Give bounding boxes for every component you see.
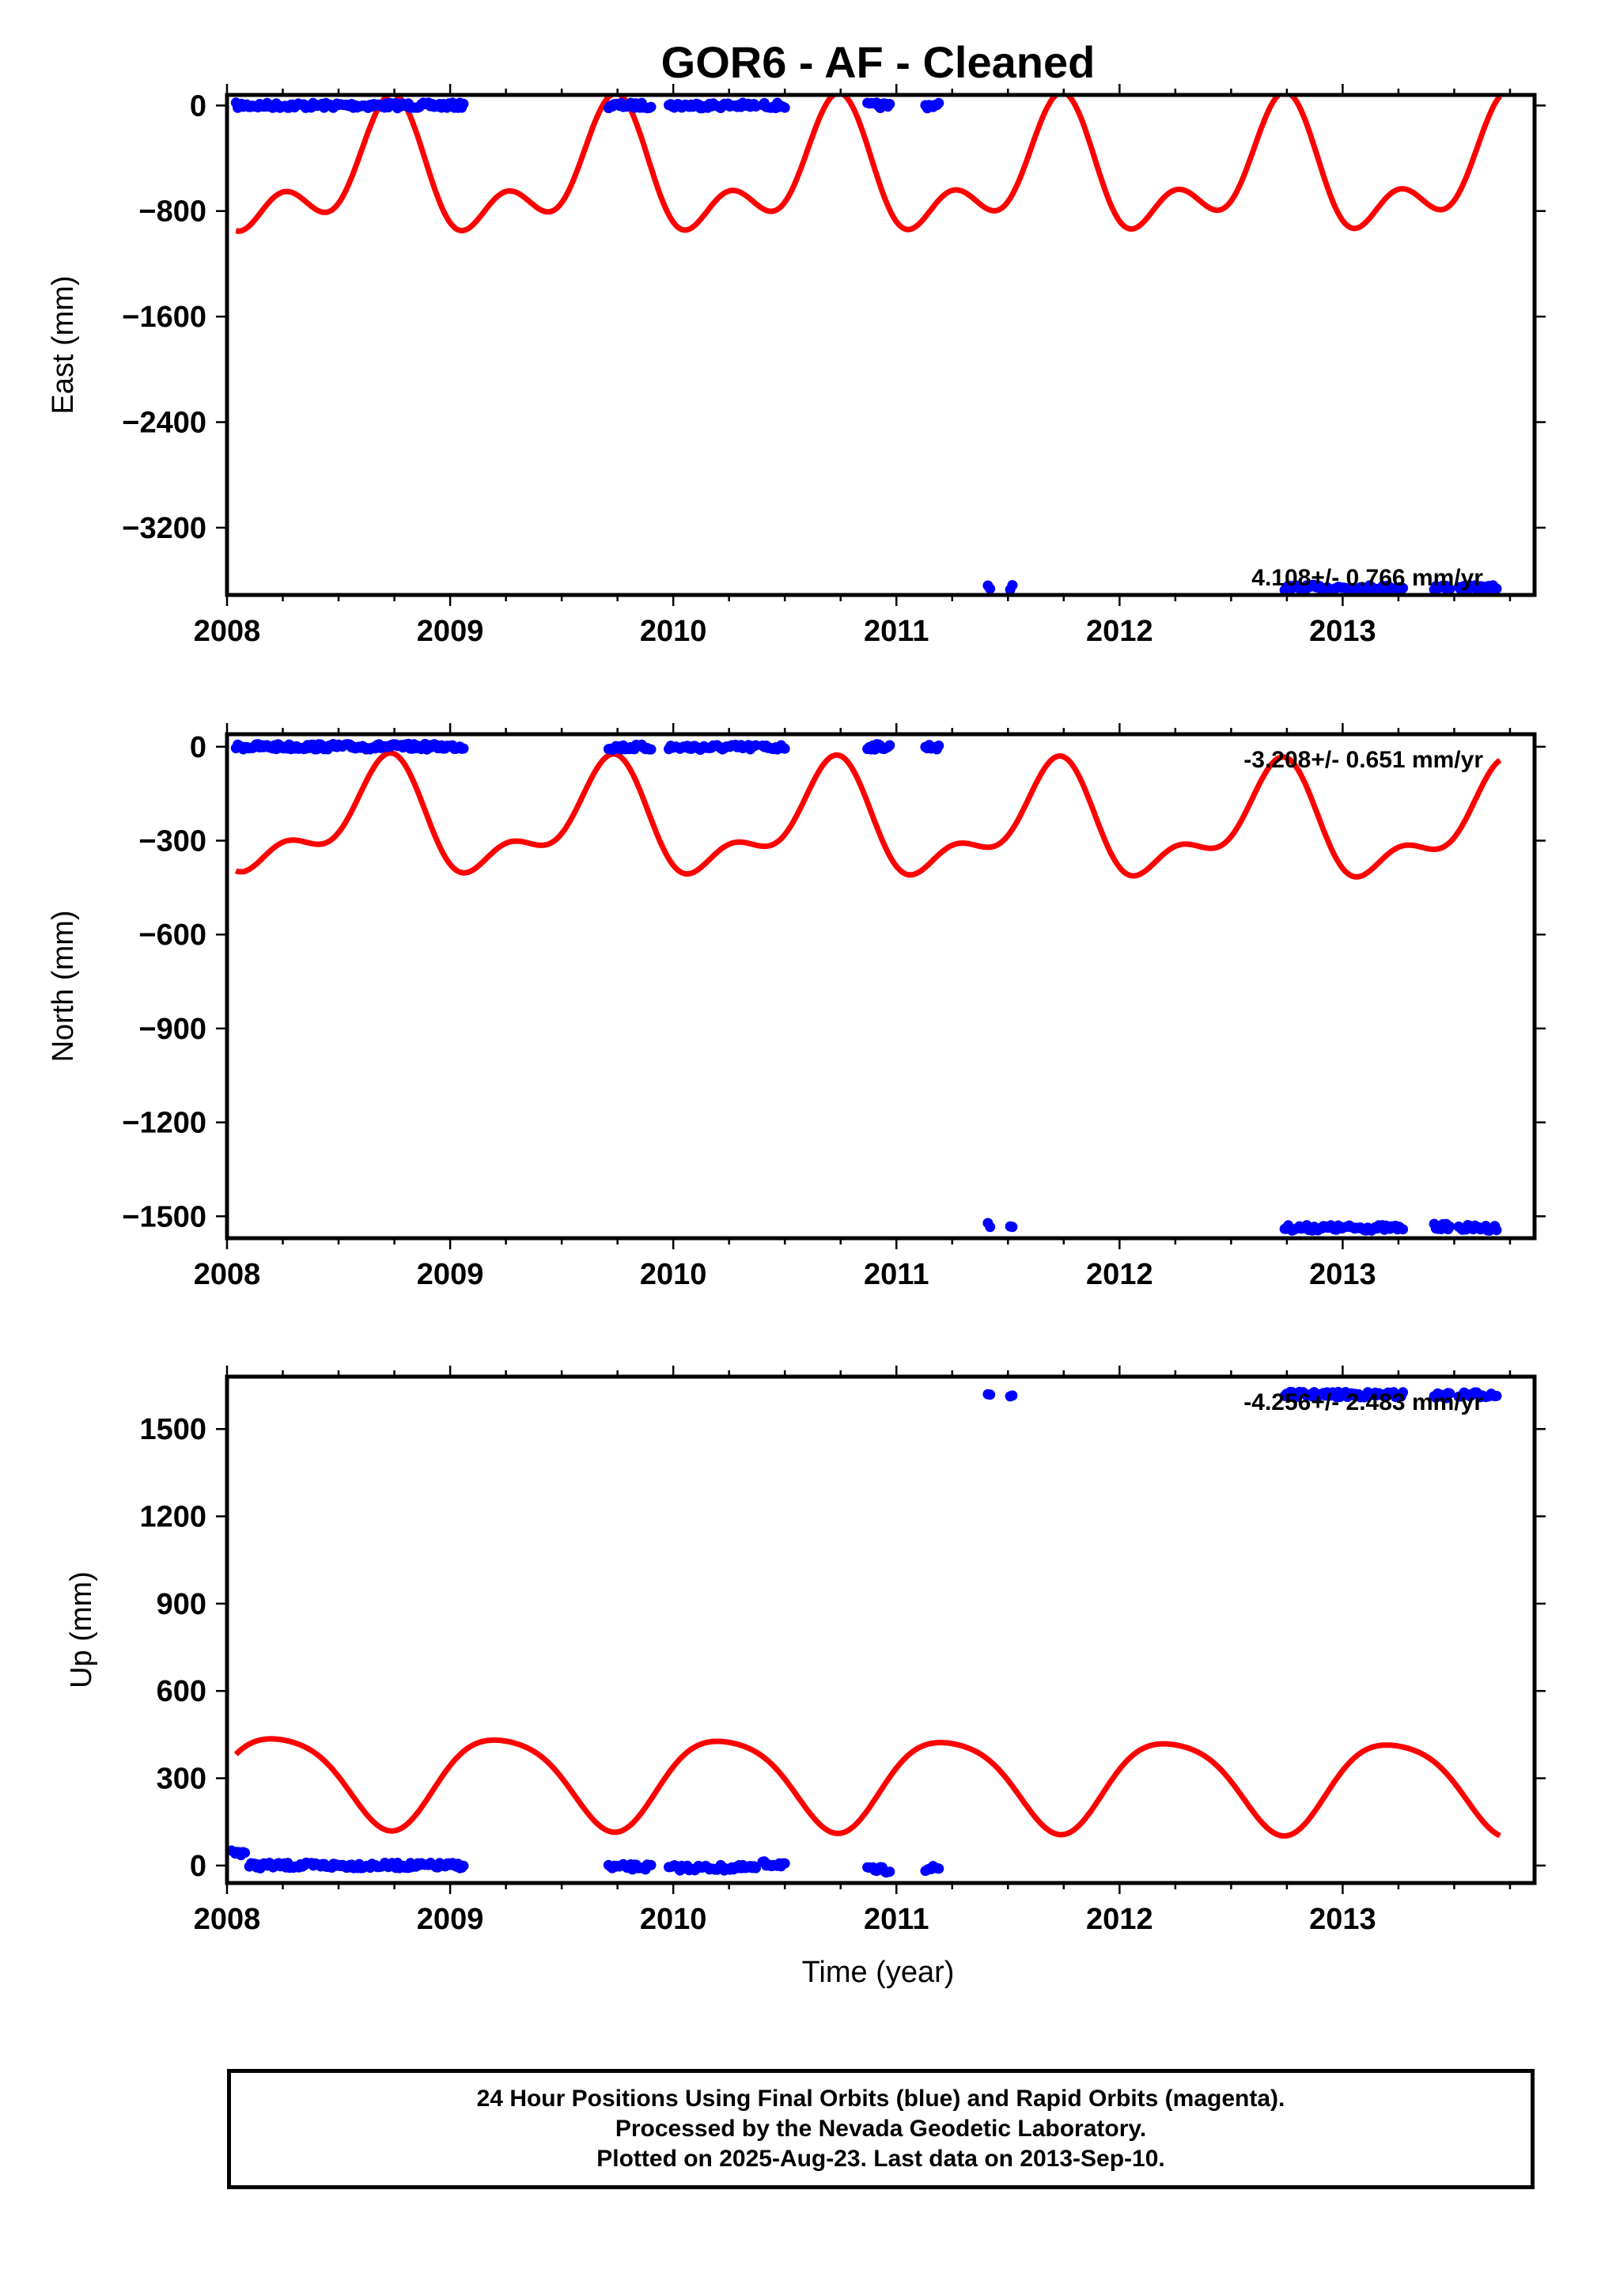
rate-annotation: -4.256+/- 2.483 mm/yr <box>1243 1389 1483 1415</box>
model-curve <box>233 1736 1502 1839</box>
x-tick-label: 2012 <box>1086 1258 1153 1291</box>
plot-frame <box>225 1374 1537 1885</box>
data-point <box>1444 584 1455 595</box>
x-tick-label: 2008 <box>194 1903 261 1936</box>
data-point <box>751 1862 761 1874</box>
data-point <box>933 1863 944 1874</box>
data-point <box>985 583 996 594</box>
x-tick-label: 2011 <box>864 1903 929 1936</box>
x-tick-label: 2013 <box>1309 1903 1376 1936</box>
x-tick-label: 2011 <box>864 1258 929 1291</box>
panel-1: 0 −800 −1600 −2400 −3200 2008 2009 2010 2011 2012… <box>47 84 1546 648</box>
panels-group: 0 −800 −1600 −2400 −3200 2008 2009 2010 2011 2012… <box>47 84 1546 1936</box>
y-tick-label: −300 <box>138 825 206 858</box>
data-point <box>884 99 895 109</box>
data-point <box>240 1847 251 1858</box>
x-tick-label: 2010 <box>640 615 707 648</box>
y-tick-label: −1500 <box>122 1200 206 1233</box>
plot-area <box>227 1386 1502 1878</box>
data-point <box>1444 1388 1455 1399</box>
data-point <box>1491 583 1502 594</box>
y-tick-label: −1200 <box>122 1107 206 1140</box>
y-tick-label: 1200 <box>139 1501 206 1534</box>
y-tick-label: 300 <box>157 1763 206 1796</box>
y-tick-label: 0 <box>190 731 206 764</box>
plot-area <box>230 738 1502 1236</box>
x-tick-label: 2010 <box>640 1258 707 1291</box>
y-axis-title: Up (mm) <box>65 1571 98 1688</box>
x-tick-label: 2010 <box>640 1903 707 1936</box>
data-point <box>779 1858 790 1869</box>
data-point <box>1491 1225 1502 1236</box>
model-curve <box>234 95 1503 234</box>
footer-line-1: 24 Hour Positions Using Final Orbits (bl… <box>476 2086 1285 2112</box>
panel-2: 0 −300 −600 −900 −1200 −1500 2008 2009 2010 2011 2… <box>47 723 1546 1291</box>
footer-line-3: Plotted on 2025-Aug-23. Last data on 201… <box>596 2146 1165 2172</box>
x-tick-label: 2013 <box>1309 1258 1376 1291</box>
y-tick-label: −800 <box>138 195 206 229</box>
data-point <box>645 744 657 755</box>
y-tick-label: −600 <box>138 919 206 952</box>
y-tick-label: 600 <box>157 1675 206 1708</box>
rate-annotation: 4.108+/- 0.766 mm/yr <box>1251 565 1483 591</box>
x-tick-label: 2011 <box>864 615 929 648</box>
chart-title: GOR6 - AF - Cleaned <box>661 37 1096 87</box>
y-axis-title: North (mm) <box>47 910 80 1062</box>
data-point <box>1007 1222 1018 1233</box>
y-tick-label: −3200 <box>122 512 206 545</box>
data-point <box>933 97 944 108</box>
data-point <box>779 743 790 754</box>
data-point <box>1491 1390 1502 1401</box>
x-axis-title: Time (year) <box>802 1956 955 1989</box>
data-point <box>884 740 895 751</box>
rate-annotation: -3.208+/- 0.651 mm/yr <box>1243 747 1483 773</box>
x-tick-label: 2012 <box>1086 1903 1153 1936</box>
y-axis-title: East (mm) <box>47 275 80 414</box>
y-tick-label: −900 <box>138 1013 206 1046</box>
model-curve <box>234 750 1502 880</box>
y-tick-label: 1500 <box>139 1413 206 1446</box>
plot-frame <box>225 732 1537 1241</box>
data-point <box>1007 580 1018 591</box>
x-tick-label: 2008 <box>194 615 261 648</box>
x-tick-label: 2013 <box>1309 615 1376 648</box>
x-tick-label: 2008 <box>194 1258 261 1291</box>
x-tick-label: 2009 <box>417 615 484 648</box>
data-point <box>985 1389 996 1400</box>
y-tick-label: 900 <box>157 1588 206 1621</box>
data-point <box>1398 1387 1409 1398</box>
data-point <box>985 1222 996 1233</box>
y-tick-label: −1600 <box>122 301 206 334</box>
data-point <box>1007 1390 1018 1401</box>
data-point <box>1444 1221 1455 1232</box>
data-point <box>1398 1224 1409 1235</box>
plot-frame <box>225 93 1537 597</box>
data-point <box>645 101 657 112</box>
panel-3: 0 300 600 900 1200 1500 2008 2009 2010 2011 2012 20… <box>65 1366 1546 1936</box>
x-tick-label: 2009 <box>417 1258 484 1291</box>
data-point <box>779 102 790 113</box>
data-point <box>1398 582 1409 593</box>
data-point <box>458 98 469 109</box>
footer-caption-box: 24 Hour Positions Using Final Orbits (bl… <box>227 2069 1535 2189</box>
plot-area <box>230 95 1503 595</box>
data-point <box>884 1866 895 1877</box>
footer-line-2: Processed by the Nevada Geodetic Laborat… <box>615 2116 1147 2142</box>
data-point <box>933 741 944 751</box>
data-point <box>645 1859 657 1870</box>
data-point <box>458 743 469 754</box>
y-tick-label: 0 <box>190 1850 206 1883</box>
y-tick-label: −2400 <box>122 407 206 440</box>
data-point <box>458 1860 469 1871</box>
y-tick-label: 0 <box>190 89 206 123</box>
x-tick-label: 2012 <box>1086 615 1153 648</box>
x-tick-label: 2009 <box>417 1903 484 1936</box>
